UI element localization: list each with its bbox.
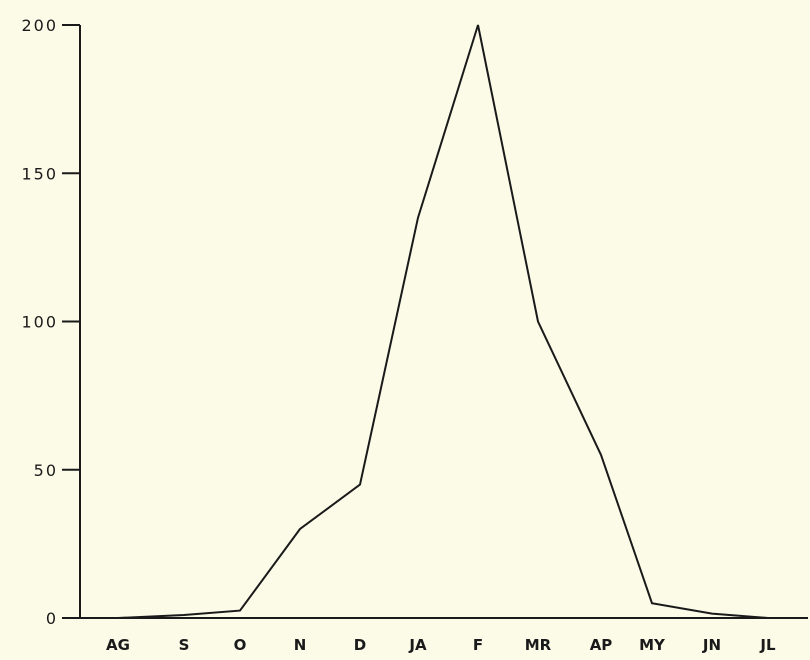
x-tick-label: AG [106,636,130,654]
x-tick-label: MY [639,636,666,654]
x-tick-label: D [354,636,366,654]
x-axis-labels: AG S O N D JA F MR AP MY JN JL [106,636,776,654]
y-tick-label: 150 [21,164,58,183]
series-line [95,24,808,619]
y-tick-label: 50 [34,461,58,480]
x-tick-label: AP [590,636,613,654]
x-tick-label: MR [525,636,552,654]
x-tick-label: JL [759,636,776,654]
y-tick-label: 0 [46,609,58,628]
x-tick-label: F [473,636,483,654]
x-tick-label: JA [408,636,427,654]
x-tick-label: N [294,636,307,654]
y-tick-label: 100 [21,313,58,332]
y-axis-ticks: 200 150 100 50 0 [21,16,80,628]
x-tick-label: S [179,636,190,654]
x-tick-label: O [234,636,247,654]
y-tick-label: 200 [21,16,58,35]
x-tick-label: JN [702,636,721,654]
